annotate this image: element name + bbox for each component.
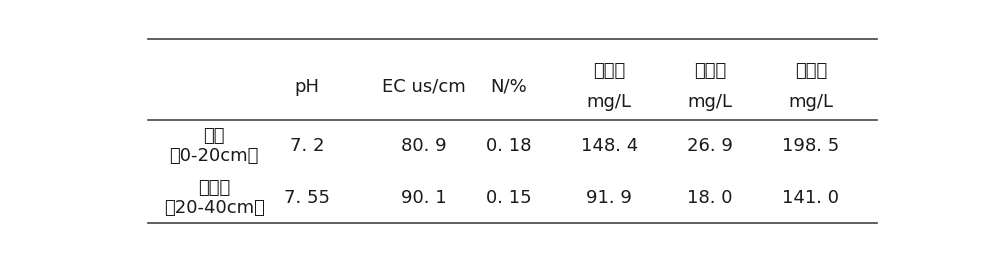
Text: 26. 9: 26. 9 xyxy=(687,137,733,155)
Text: 91. 9: 91. 9 xyxy=(586,188,632,207)
Text: 80. 9: 80. 9 xyxy=(401,137,446,155)
Text: mg/L: mg/L xyxy=(688,93,733,111)
Text: （0-20cm）: （0-20cm） xyxy=(169,147,259,165)
Text: 0. 18: 0. 18 xyxy=(486,137,531,155)
Text: 18. 0: 18. 0 xyxy=(687,188,733,207)
Text: 0. 15: 0. 15 xyxy=(486,188,531,207)
Text: mg/L: mg/L xyxy=(788,93,833,111)
Text: 141. 0: 141. 0 xyxy=(782,188,839,207)
Text: N/%: N/% xyxy=(490,78,527,96)
Text: mg/L: mg/L xyxy=(587,93,632,111)
Text: 表层: 表层 xyxy=(203,127,225,145)
Text: 碱解氮: 碱解氮 xyxy=(593,62,626,80)
Text: 148. 4: 148. 4 xyxy=(581,137,638,155)
Text: 198. 5: 198. 5 xyxy=(782,137,840,155)
Text: pH: pH xyxy=(295,78,320,96)
Text: 有效磷: 有效磷 xyxy=(694,62,726,80)
Text: 亚表层: 亚表层 xyxy=(198,179,230,197)
Text: 速效钾: 速效钾 xyxy=(795,62,827,80)
Text: 7. 55: 7. 55 xyxy=(284,188,330,207)
Text: （20-40cm）: （20-40cm） xyxy=(164,199,265,217)
Text: EC us/cm: EC us/cm xyxy=(382,78,465,96)
Text: 7. 2: 7. 2 xyxy=(290,137,324,155)
Text: 90. 1: 90. 1 xyxy=(401,188,446,207)
